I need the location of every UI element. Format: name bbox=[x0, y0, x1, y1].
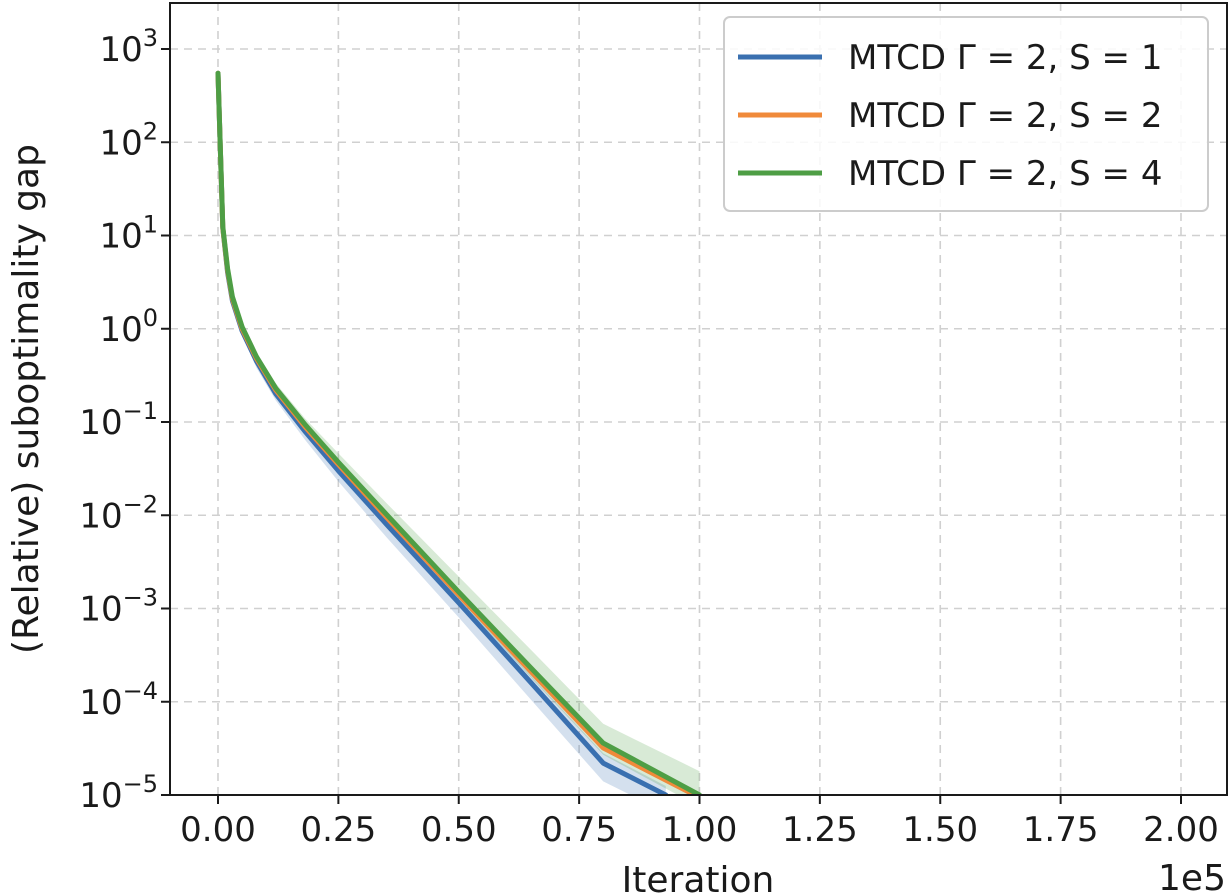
y-tick-label: 10−4 bbox=[79, 677, 158, 723]
y-tick-label: 103 bbox=[99, 24, 158, 70]
x-axis-ticks: 0.00 0.25 0.50 0.75 1.00 1.25 1.50 1.75 2.00 bbox=[180, 795, 1219, 850]
legend: MTCD Γ = 2, S = 1 MTCD Γ = 2, S = 2 MTCD Γ… bbox=[723, 16, 1209, 212]
y-axis-ticks: 103 102 101 100 10−1 10−2 10−3 10−4 10−5 bbox=[79, 24, 170, 816]
legend-label-1: MTCD Γ = 2, S = 1 bbox=[848, 38, 1162, 78]
legend-label-3: MTCD Γ = 2, S = 4 bbox=[848, 154, 1162, 194]
legend-frame bbox=[723, 16, 1209, 212]
y-tick-label: 10−1 bbox=[79, 397, 158, 443]
x-axis-offset-label: 1e5 bbox=[1158, 858, 1226, 896]
x-tick-label: 1.00 bbox=[662, 810, 738, 850]
x-tick-label: 2.00 bbox=[1143, 810, 1219, 850]
y-tick-label: 102 bbox=[99, 117, 158, 163]
x-axis-label: Iteration bbox=[622, 860, 775, 896]
y-tick-label: 10−5 bbox=[79, 770, 158, 816]
x-tick-label: 0.75 bbox=[541, 810, 617, 850]
y-tick-label: 10−2 bbox=[79, 490, 158, 536]
x-tick-label: 0.50 bbox=[421, 810, 497, 850]
series-lines bbox=[215, 70, 702, 795]
x-tick-label: 0.00 bbox=[180, 810, 256, 850]
y-tick-label: 10−3 bbox=[79, 584, 158, 630]
x-tick-label: 1.75 bbox=[1023, 810, 1099, 850]
x-tick-label: 1.25 bbox=[782, 810, 858, 850]
y-tick-label: 101 bbox=[99, 211, 158, 257]
x-tick-label: 0.25 bbox=[301, 810, 377, 850]
y-axis-label: (Relative) suboptimality gap bbox=[6, 144, 47, 654]
series-line-3 bbox=[215, 70, 702, 795]
x-tick-label: 1.50 bbox=[902, 810, 978, 850]
legend-label-2: MTCD Γ = 2, S = 2 bbox=[848, 96, 1162, 136]
y-tick-label: 100 bbox=[99, 304, 158, 350]
